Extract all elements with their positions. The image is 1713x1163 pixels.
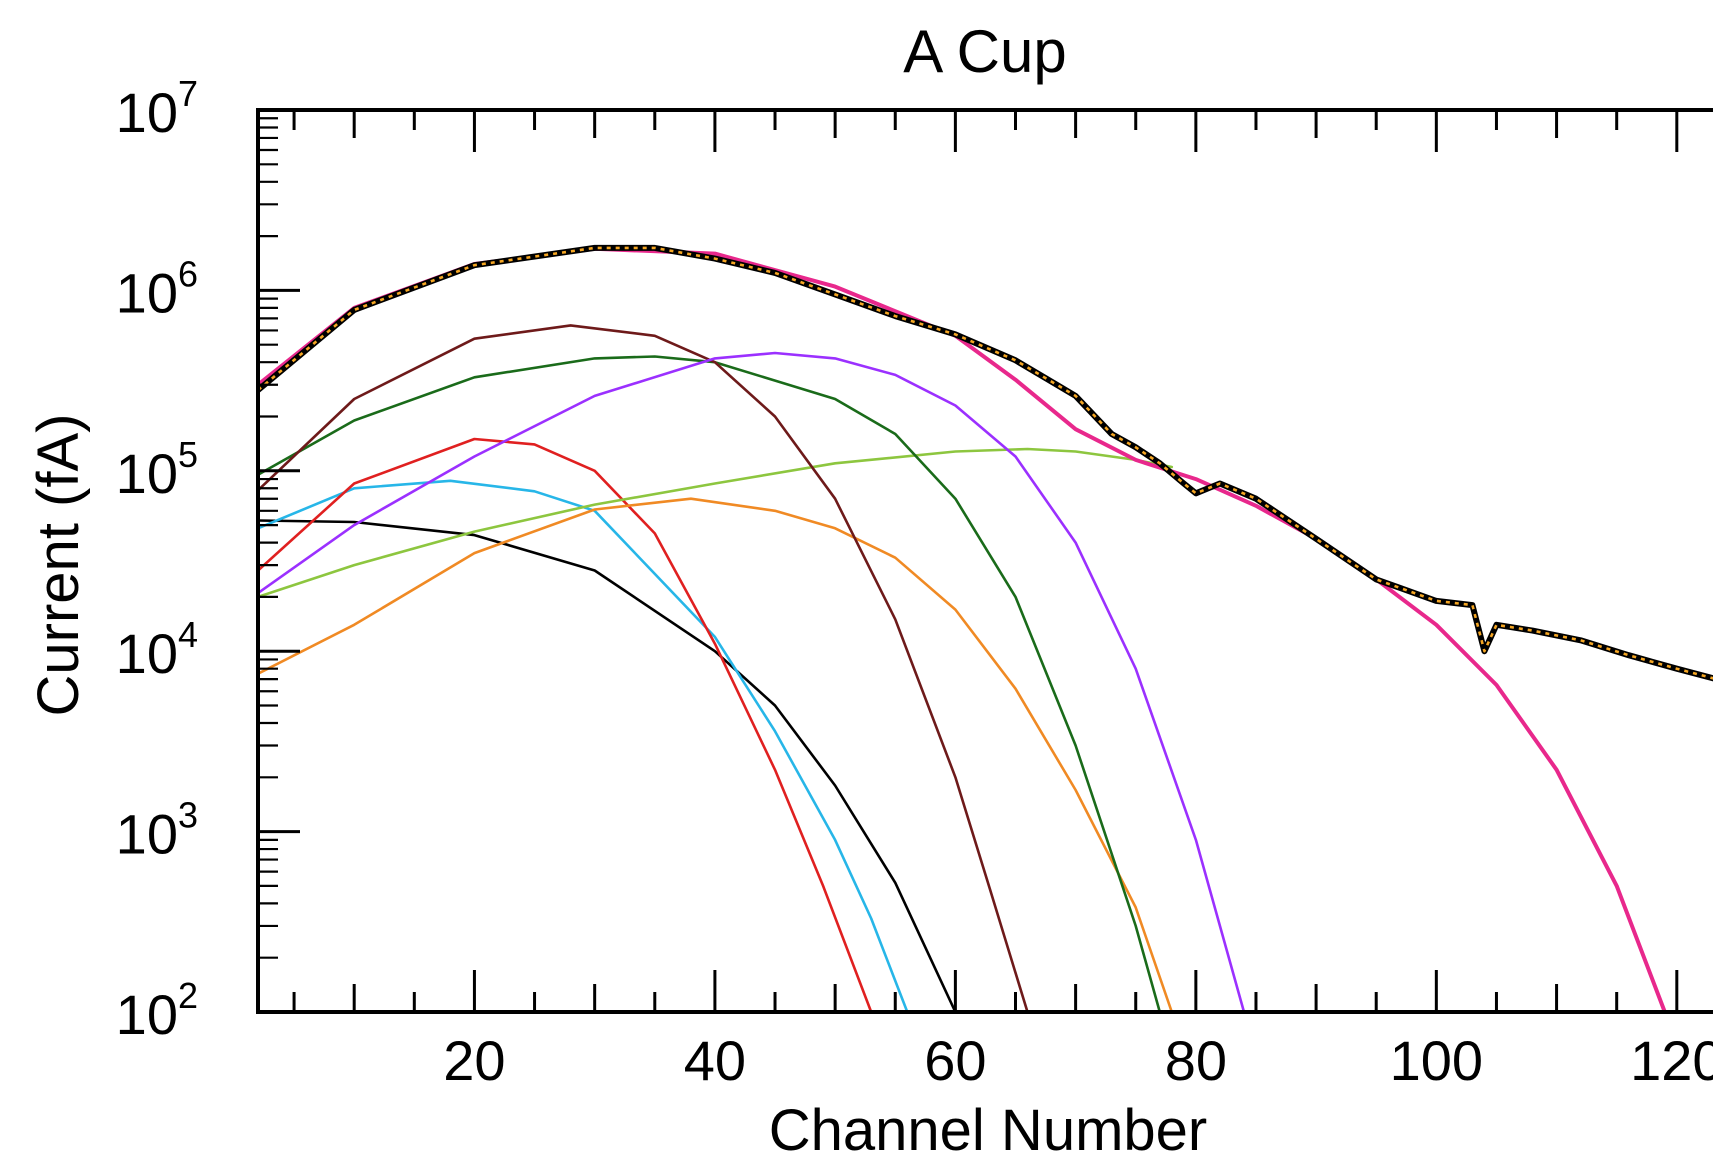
y-tick-label: 104 [116, 614, 198, 685]
series-line-2-component [258, 479, 909, 1012]
y-tick-label-base: 10 [116, 81, 178, 144]
x-tick-label: 80 [1165, 1029, 1227, 1092]
series-line-1-component [258, 519, 957, 1012]
y-tick-label-base: 10 [116, 803, 178, 866]
y-tick-label: 105 [116, 434, 198, 505]
y-tick-label-exponent: 7 [178, 73, 198, 114]
y-tick-label-exponent: 5 [178, 434, 198, 475]
series-line-8-component [258, 351, 1246, 1012]
series-line-7-component [258, 324, 1029, 1012]
x-tick-label: 120 [1630, 1029, 1713, 1092]
x-tick-label: 20 [443, 1029, 505, 1092]
y-tick-label-exponent: 4 [178, 614, 198, 655]
y-tick-label-exponent: 3 [178, 795, 198, 836]
chart-title: A Cup [903, 18, 1066, 85]
y-tick-label: 106 [116, 253, 198, 324]
y-tick-label: 102 [116, 975, 198, 1046]
y-tick-label-exponent: 6 [178, 253, 198, 294]
x-tick-label: 40 [684, 1029, 746, 1092]
series-line-4-component [258, 497, 1174, 1012]
series-layer [258, 244, 1713, 1012]
series-line-3-component [258, 437, 873, 1012]
x-tick-label: 100 [1390, 1029, 1483, 1092]
y-tick-label: 107 [116, 73, 198, 144]
y-tick-label-base: 10 [116, 983, 178, 1046]
series-line-9-model-sum [258, 246, 1667, 1012]
y-tick-label: 103 [116, 795, 198, 866]
series-line-5-component [258, 447, 1174, 599]
y-tick-label-base: 10 [116, 622, 178, 685]
y-tick-label-base: 10 [116, 261, 178, 324]
series-line-11-data-overlay [258, 246, 1713, 680]
series-line-6-component [258, 355, 1162, 1012]
y-tick-label-base: 10 [116, 442, 178, 505]
x-axis-label: Channel Number [769, 1098, 1207, 1163]
series-line-10-data [258, 244, 1713, 682]
y-tick-label-exponent: 2 [178, 975, 198, 1016]
y-axis-label: Current (fA) [26, 414, 91, 717]
x-tick-label: 60 [924, 1029, 986, 1092]
